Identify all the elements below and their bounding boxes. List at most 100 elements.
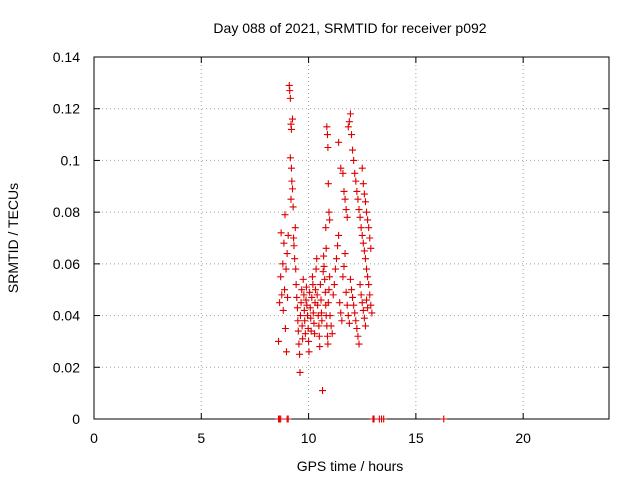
data-point	[300, 306, 308, 314]
data-point	[284, 231, 292, 239]
data-point	[339, 169, 347, 177]
data-point	[332, 255, 340, 263]
x-tick-label: 10	[301, 430, 317, 446]
data-point	[357, 291, 365, 299]
y-tick-label: 0.12	[53, 101, 80, 117]
data-point	[358, 231, 366, 239]
data-point	[326, 312, 334, 320]
data-point	[345, 319, 353, 327]
data-point	[363, 208, 371, 216]
data-points	[275, 81, 448, 423]
data-point	[279, 306, 287, 314]
data-point	[344, 312, 352, 320]
data-point	[319, 387, 327, 395]
data-point	[325, 286, 333, 294]
data-point	[345, 118, 353, 126]
data-point	[361, 322, 369, 330]
data-point	[276, 299, 284, 307]
data-point	[355, 340, 363, 348]
data-point	[281, 325, 289, 332]
data-point	[342, 206, 350, 214]
data-point	[380, 415, 388, 423]
data-point	[349, 293, 357, 301]
data-point	[335, 138, 343, 146]
data-point	[291, 224, 299, 232]
data-point	[340, 262, 348, 270]
data-point	[287, 164, 295, 172]
data-point	[357, 224, 365, 232]
data-point	[324, 340, 332, 348]
data-point	[286, 87, 294, 95]
data-point	[364, 273, 372, 281]
data-point	[307, 314, 315, 322]
data-point	[348, 286, 355, 294]
data-point	[275, 337, 283, 345]
data-point	[327, 322, 335, 330]
data-point	[311, 330, 319, 338]
data-point	[342, 288, 350, 296]
data-point	[352, 317, 360, 325]
chart-title: Day 088 of 2021, SRMTID for receiver p09…	[213, 20, 486, 36]
data-point	[309, 281, 317, 289]
data-point	[316, 281, 324, 289]
data-point	[309, 309, 317, 317]
data-point	[295, 340, 303, 348]
data-point	[306, 288, 314, 296]
data-point	[277, 415, 285, 423]
data-point	[328, 330, 336, 338]
data-point	[339, 273, 347, 281]
data-point	[311, 286, 319, 294]
data-point	[321, 275, 329, 283]
data-point	[352, 177, 360, 185]
data-point	[358, 299, 366, 307]
data-point	[296, 368, 304, 376]
y-axis-label: SRMTID / TECUs	[5, 183, 21, 293]
data-point	[288, 177, 296, 185]
y-tick-label: 0.04	[53, 308, 80, 324]
data-point	[361, 198, 369, 206]
data-point	[291, 255, 299, 263]
data-point	[350, 301, 358, 309]
data-point	[366, 234, 374, 242]
data-point	[284, 415, 292, 423]
data-point	[283, 250, 291, 258]
data-point	[361, 255, 369, 263]
data-point	[338, 317, 346, 325]
data-point	[279, 260, 287, 268]
data-point	[310, 319, 318, 327]
data-point	[330, 281, 338, 289]
data-point	[364, 216, 372, 224]
data-point	[286, 154, 294, 162]
data-point	[316, 343, 324, 351]
data-point	[340, 187, 348, 195]
data-point	[301, 317, 309, 325]
data-point	[351, 309, 359, 317]
data-point	[360, 314, 368, 322]
data-point	[313, 255, 321, 263]
data-point	[306, 304, 314, 312]
data-point	[341, 195, 349, 203]
data-point	[368, 309, 376, 317]
data-point	[353, 187, 361, 195]
data-point	[349, 146, 357, 154]
data-point	[331, 265, 339, 273]
y-tick-label: 0.08	[53, 204, 80, 220]
data-point	[294, 327, 302, 335]
data-point	[343, 301, 351, 309]
data-point	[346, 110, 354, 118]
data-point	[335, 231, 343, 239]
data-point	[321, 288, 329, 296]
x-tick-label: 5	[197, 430, 205, 446]
data-point	[348, 131, 355, 139]
data-point	[355, 206, 363, 214]
plot-frame	[93, 56, 610, 420]
data-point	[286, 94, 294, 102]
data-point	[302, 283, 310, 291]
data-point	[288, 185, 296, 193]
data-point	[289, 203, 297, 211]
data-point	[302, 296, 310, 304]
data-point	[344, 123, 352, 131]
data-point	[326, 273, 334, 281]
data-point	[324, 180, 332, 188]
data-point	[313, 291, 321, 299]
